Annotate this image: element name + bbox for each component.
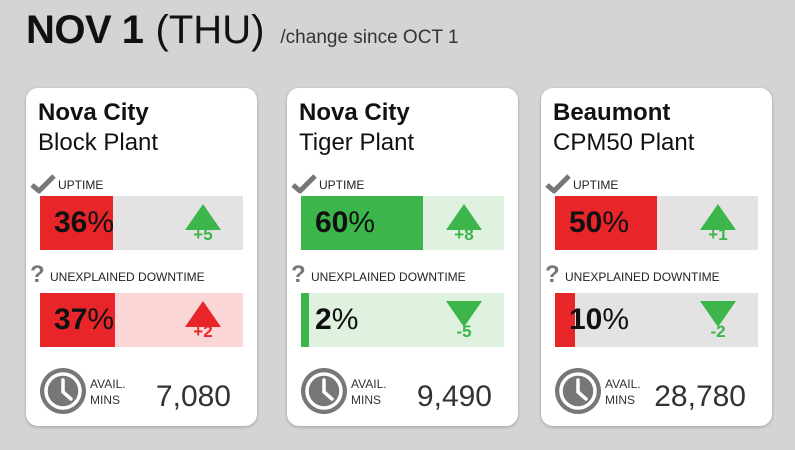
uptime-delta: +1 [708,225,728,244]
uptime-bar-fill [555,196,657,250]
uptime-label: UPTIME [541,174,618,194]
check-icon [30,174,56,194]
card-title: Nova City Block Plant [38,98,158,158]
check-icon [545,174,571,194]
plant-city: Nova City [38,99,149,126]
downtime-bar-fill [555,293,576,347]
page-header: NOV 1 (THU) /change since OCT 1 [26,8,459,64]
downtime-label: ? UNEXPLAINED DOWNTIME [291,261,466,288]
arrow-up-icon [700,204,736,230]
downtime-delta: +2 [193,322,213,341]
downtime-bar: 2% -5 [301,293,504,347]
uptime-delta: +8 [454,225,474,244]
downtime-bar: 10% -2 [555,293,758,347]
avail-mins-label: AVAIL. MINS [605,377,641,407]
avail-mins-label: AVAIL. MINS [90,377,126,407]
avail-mins-value: 9,490 [416,380,492,413]
downtime-bar-fill [301,293,310,347]
question-icon: ? [30,261,45,288]
change-period-note: /change since OCT 1 [280,27,459,48]
plant-name: Block Plant [38,129,159,156]
card-title: Nova City Tiger Plant [299,98,414,158]
question-icon: ? [291,261,306,288]
plant-card: Nova City Block Plant UPTIME 36% +5 ? UN… [26,88,257,426]
report-date: NOV 1 [26,8,144,52]
downtime-delta: -2 [710,322,726,341]
card-title: Beaumont CPM50 Plant [553,98,694,158]
question-icon: ? [545,261,560,288]
avail-mins-label: AVAIL. MINS [351,377,387,407]
uptime-delta: +5 [193,225,213,244]
avail-mins-value: 28,780 [654,380,746,413]
uptime-label: UPTIME [26,174,103,194]
uptime-label: UPTIME [287,174,364,194]
downtime-bar-fill [40,293,116,347]
downtime-delta: -5 [456,322,472,341]
arrow-up-icon [185,204,221,230]
downtime-value: 37% [54,303,115,336]
arrow-down-icon [700,301,736,327]
arrow-up-icon [446,204,482,230]
uptime-value: 36% [54,206,115,239]
check-icon [291,174,317,194]
arrow-up-icon [185,301,221,327]
downtime-bar: 37% +2 [40,293,243,347]
downtime-value: 10% [569,303,630,336]
uptime-bar-fill [301,196,423,250]
plant-name: CPM50 Plant [553,129,695,156]
plant-city: Beaumont [553,99,671,126]
uptime-bar: 50% +1 [555,196,758,250]
report-day: (THU) [155,8,265,52]
downtime-label: ? UNEXPLAINED DOWNTIME [30,261,205,288]
uptime-value: 50% [569,206,630,239]
uptime-value: 60% [315,206,376,239]
clock-icon [40,368,86,414]
plant-card: Nova City Tiger Plant UPTIME 60% +8 ? UN… [287,88,518,426]
downtime-label: ? UNEXPLAINED DOWNTIME [545,261,720,288]
avail-mins-value: 7,080 [155,380,231,413]
plant-city: Nova City [299,99,410,126]
arrow-down-icon [446,301,482,327]
plant-card: Beaumont CPM50 Plant UPTIME 50% +1 ? UNE… [541,88,772,426]
uptime-bar: 60% +8 [301,196,504,250]
clock-icon [301,368,347,414]
uptime-bar-fill [40,196,114,250]
plant-name: Tiger Plant [299,129,415,156]
uptime-bar: 36% +5 [40,196,243,250]
downtime-value: 2% [315,303,359,336]
clock-icon [555,368,601,414]
